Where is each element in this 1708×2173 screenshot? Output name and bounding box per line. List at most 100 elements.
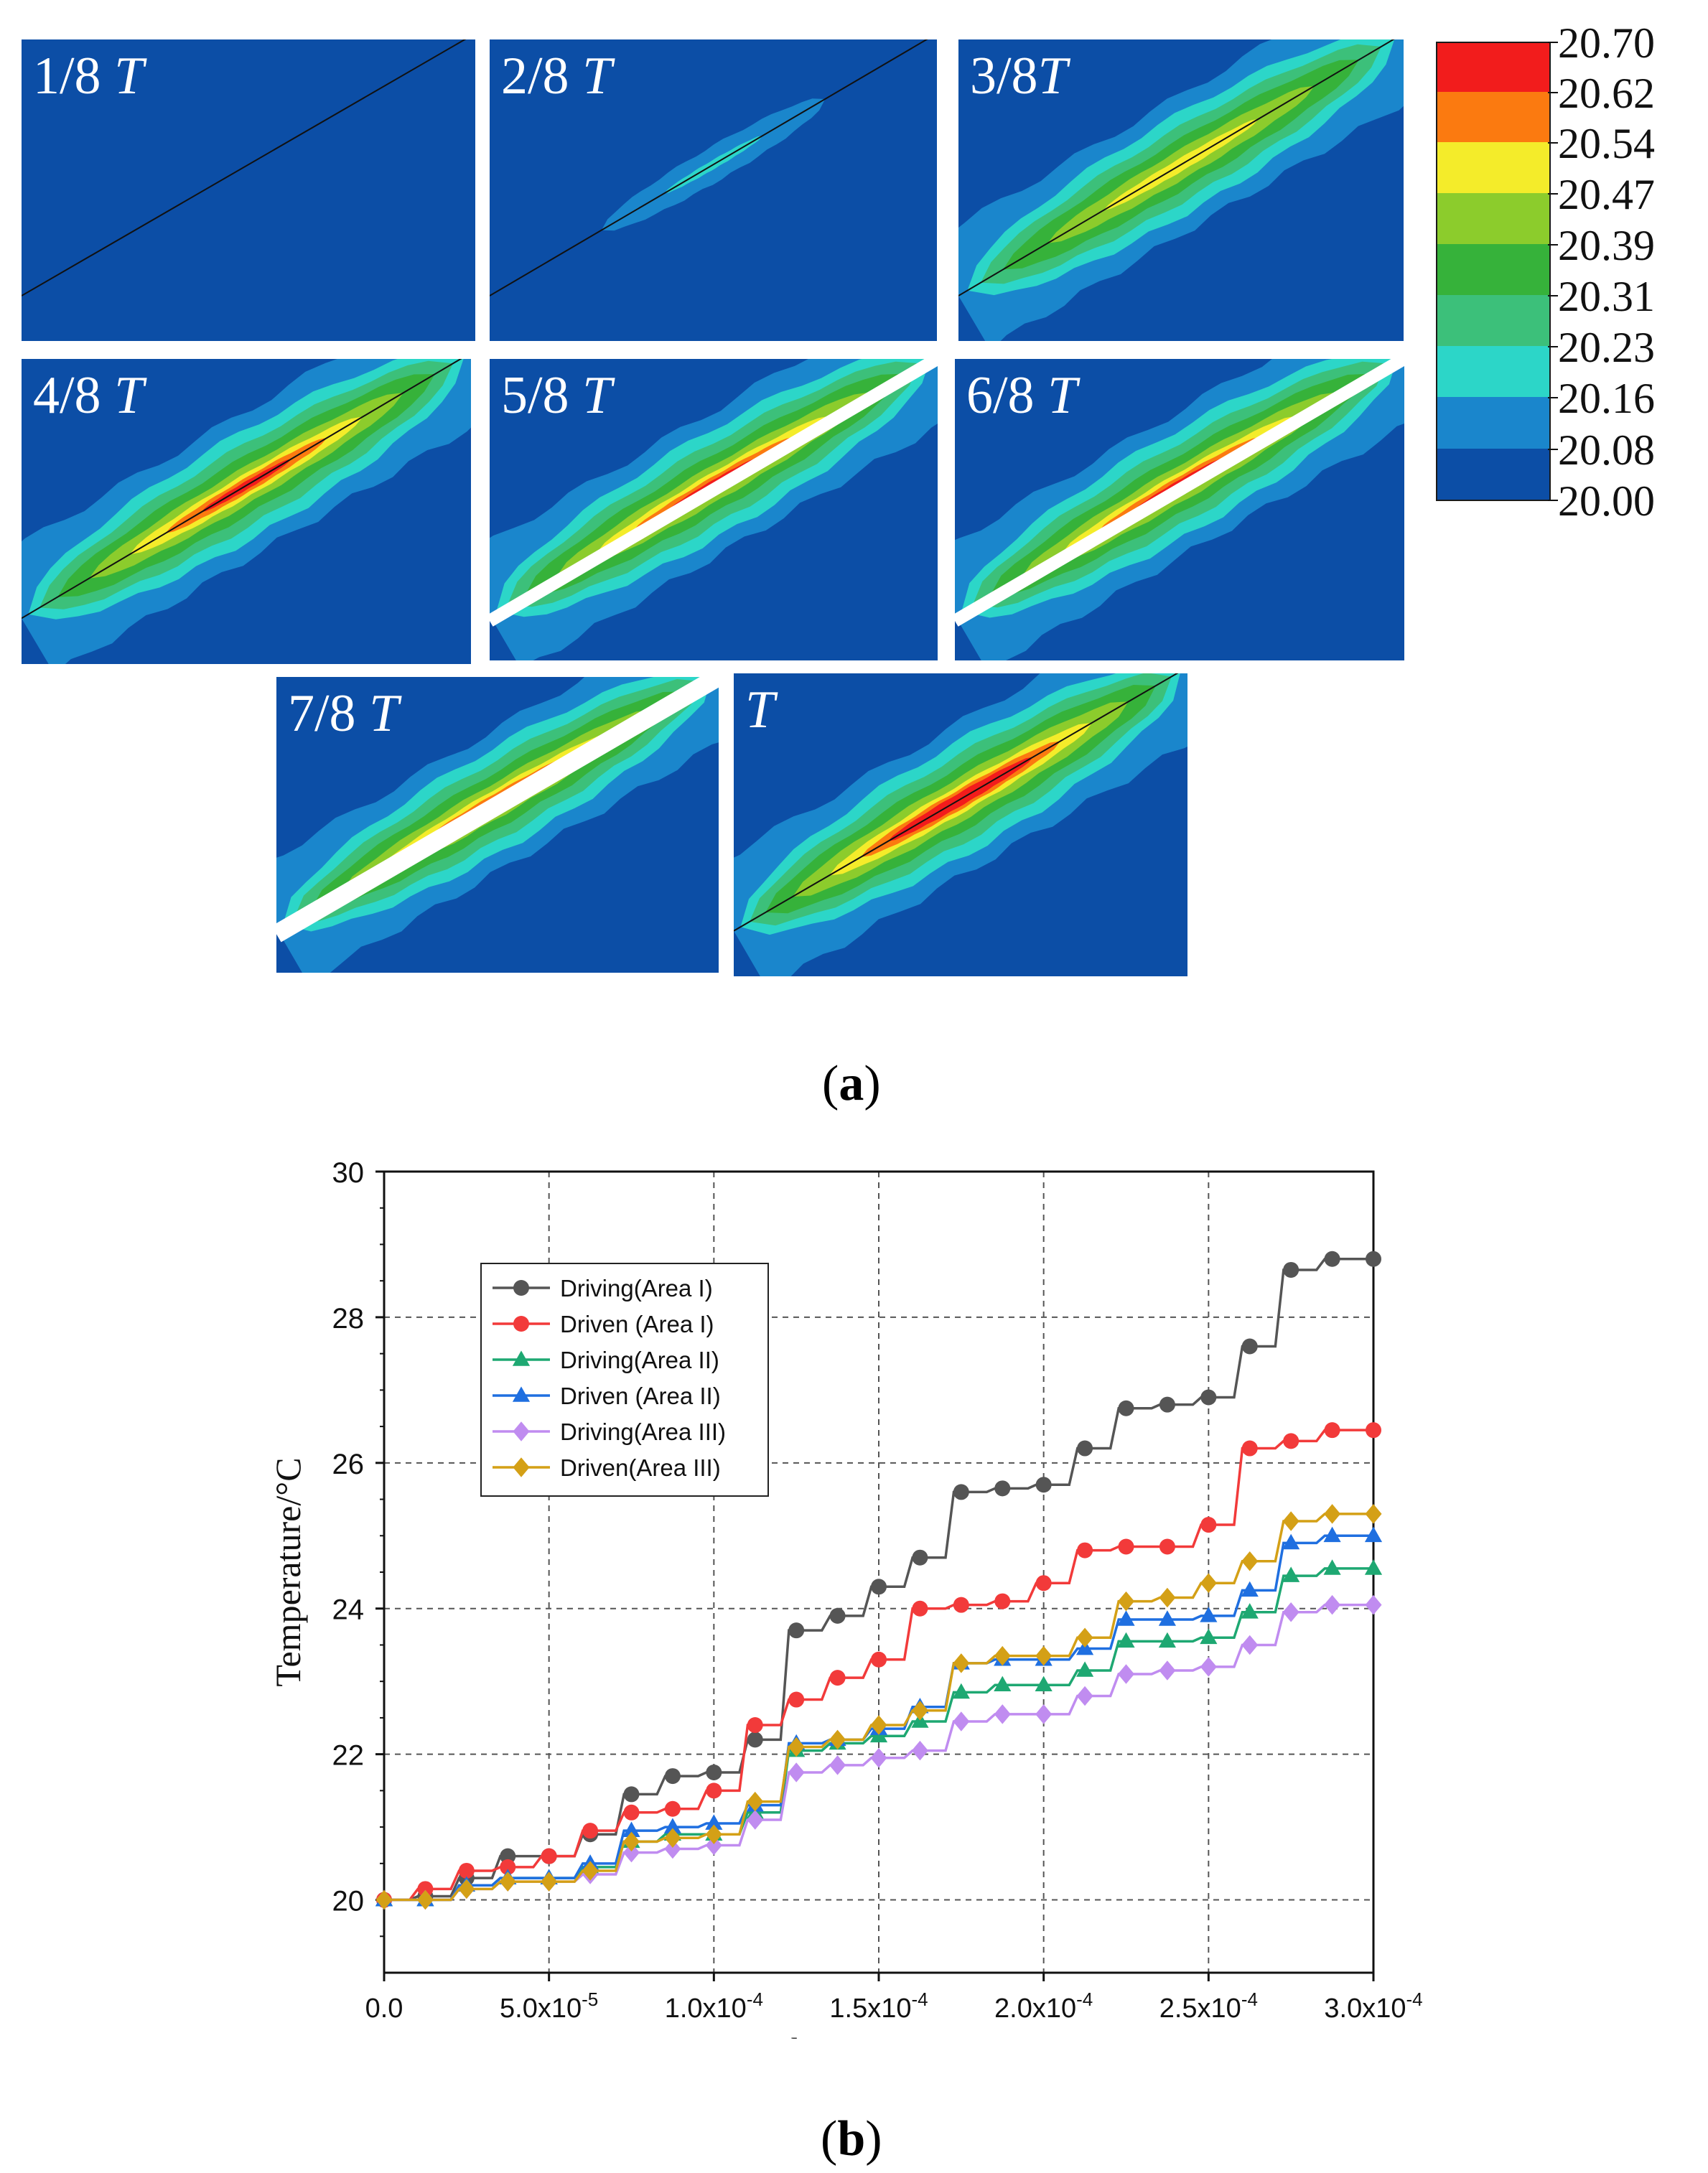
x-tick-label: 2.0x10-4 [994,1989,1093,2024]
legend-label: Driven(Area III) [560,1454,721,1481]
frame-label: 2/8 T [501,47,612,106]
colorbar-legend: 20.70 20.62 20.54 20.47 20.39 20.31 20.2… [1436,22,1655,523]
x-tick-exponent: -4 [747,1989,763,2010]
y-tick-label: 30 [332,1157,365,1189]
data-point [994,1676,1012,1692]
x-tick-exponent: -4 [911,1989,928,2010]
colorbar-swatch [1436,397,1551,449]
data-point [416,1889,434,1910]
data-point [1158,1632,1177,1648]
colorbar-swatch [1436,244,1551,295]
data-point [582,1861,599,1881]
frame-label: 6/8 T [966,366,1078,425]
data-point [1200,1607,1218,1622]
data-point [788,1691,805,1708]
data-point [1324,1594,1341,1615]
data-point [1075,1661,1094,1677]
data-point [911,1701,928,1721]
legend-entry: Driving(Area II) [493,1347,719,1373]
data-point [912,1549,928,1566]
contour-plot [955,359,1404,660]
chart-series [375,1251,1383,1910]
contact-gap [955,359,1404,627]
data-point [458,1879,475,1899]
data-point [871,1651,887,1668]
y-tick-label: 22 [332,1740,365,1772]
data-point [1118,1400,1134,1416]
colorbar-tick-label: 20.23 [1558,324,1655,371]
legend-label: Driven (Area II) [560,1383,721,1409]
data-point [1324,1422,1340,1439]
colorbar-swatch [1436,346,1551,397]
legend-entry: Driven (Area II) [493,1383,721,1409]
legend-label: Driving(Area I) [560,1275,713,1302]
data-point [1282,1602,1299,1622]
data-point [747,1810,764,1830]
data-point [912,1600,928,1617]
legend-label: Driving(Area II) [560,1347,719,1373]
data-point [500,1848,516,1864]
legend-label: Driving(Area III) [560,1419,726,1445]
contact-interface-line [22,359,462,620]
data-point [541,1848,557,1864]
contour-plot [276,677,719,973]
data-point [1200,1389,1217,1406]
legend-entry: Driving(Area III) [493,1419,726,1445]
data-point [705,1824,722,1844]
data-point [1283,1261,1299,1278]
data-point [953,1711,970,1732]
data-point [1366,1422,1381,1439]
chart-axes: 20 22 24 26 28 30 0.0 5.0x10-5 1.0x10-4 1.5x10-4 2… [332,1157,1423,2024]
contour-plot [490,39,937,341]
contour-plot [734,673,1187,976]
colorbar-tick-label: 20.62 [1558,70,1655,117]
data-point [1365,1504,1382,1524]
x-tick-label: 5.0x10-5 [500,1989,598,2024]
data-point [1200,1573,1217,1593]
data-point [1241,1551,1259,1571]
colorbar-tick-label: 20.16 [1558,375,1655,422]
colorbar-tick-mark [1548,244,1558,246]
contour-frame: T [734,673,1187,976]
contour-plot [958,39,1404,341]
contour-frame: 1/8 T [22,39,475,341]
data-point [1117,1664,1135,1684]
data-point [1076,1686,1093,1706]
contour-frame: 7/8 T [276,677,719,973]
x-tick-label: 1.5x10-4 [829,1989,928,2024]
contour-frame: 4/8 T [22,359,471,664]
data-point [829,1755,846,1775]
data-point [1077,1440,1093,1457]
data-point [1117,1591,1135,1612]
legend-marker [512,1386,531,1402]
contour-frame: 5/8 T [490,359,938,660]
colorbar-tick-label: 20.08 [1558,426,1655,474]
y-tick-label: 20 [332,1886,365,1917]
legend-marker [513,1421,530,1441]
legend-marker [513,1280,529,1296]
legend-marker [513,1316,529,1332]
data-point [829,1670,846,1686]
data-point [1076,1627,1093,1648]
x-tick-label: 2.5x10-4 [1159,1989,1258,2024]
data-point [1035,1676,1053,1692]
y-tick-label: 28 [332,1303,365,1335]
data-point [664,1838,681,1859]
data-point [953,1484,969,1500]
caption-b: (b) [821,2111,882,2167]
contact-interface-line [22,39,467,296]
data-point [871,1579,887,1595]
contour-background [22,39,475,341]
data-point [705,1835,722,1856]
x-tick-label: 1.0x10-4 [665,1989,763,2024]
colorbar-tick-mark [1548,346,1558,347]
data-point [953,1653,970,1673]
data-point [1159,1587,1176,1608]
data-point [1159,1660,1176,1681]
data-point [622,1831,640,1852]
legend-entry: Driving(Area I) [493,1275,713,1302]
data-point [994,1593,1011,1609]
legend-entry: Driven (Area I) [493,1311,714,1337]
data-point [664,1768,681,1785]
colorbar-swatch [1436,193,1551,244]
